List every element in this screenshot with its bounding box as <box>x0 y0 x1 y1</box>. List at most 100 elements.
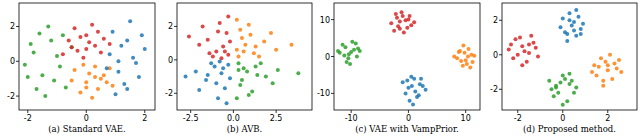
point <box>577 15 581 19</box>
point <box>590 70 594 74</box>
point <box>75 49 79 53</box>
point <box>90 96 94 100</box>
point <box>240 78 244 82</box>
point <box>350 40 354 44</box>
x-tick <box>351 110 352 113</box>
point <box>240 36 244 40</box>
point <box>516 53 520 57</box>
point <box>137 75 141 79</box>
point <box>601 84 605 88</box>
point <box>561 17 565 21</box>
point <box>465 62 469 66</box>
point <box>194 70 198 74</box>
point <box>140 33 144 37</box>
panel: -2.50.02.5-202(b) AVB. <box>165 3 312 134</box>
point <box>228 76 232 80</box>
figure: -202-202(a) Standard VAE.-2.50.02.5-202(… <box>0 0 640 136</box>
frame <box>177 3 312 110</box>
point <box>105 80 109 84</box>
y-tick-label: 10 <box>320 16 330 25</box>
point <box>70 78 74 82</box>
point <box>122 82 126 86</box>
point <box>401 80 405 84</box>
point <box>99 77 103 81</box>
point <box>356 46 360 50</box>
point <box>247 93 251 97</box>
point <box>457 50 461 54</box>
panel: -10010-10010(c) VAE with VampPrior. <box>317 3 480 134</box>
point <box>619 70 623 74</box>
y-tick-label: -2 <box>165 89 173 98</box>
point <box>184 75 188 79</box>
point <box>348 62 352 66</box>
point <box>394 12 398 16</box>
point <box>264 75 268 79</box>
point <box>455 56 459 60</box>
point <box>216 96 220 100</box>
point <box>421 84 425 88</box>
x-tick-label: -2 <box>514 114 522 123</box>
y-tick-label: 0 <box>325 53 330 62</box>
point <box>223 86 227 90</box>
point <box>563 30 567 34</box>
point <box>105 66 109 70</box>
point <box>424 88 428 92</box>
y-tick <box>499 20 502 21</box>
point <box>518 36 522 40</box>
point <box>226 53 230 57</box>
point <box>78 91 82 95</box>
point <box>73 68 77 72</box>
point <box>111 30 115 34</box>
point <box>243 43 247 47</box>
x-tick-label: -10 <box>345 114 358 123</box>
y-tick <box>16 61 19 62</box>
point <box>459 59 463 63</box>
y-tick <box>174 59 177 60</box>
point <box>570 23 574 27</box>
point <box>408 14 412 18</box>
point <box>296 71 300 75</box>
point <box>259 61 263 65</box>
point <box>67 38 71 42</box>
point <box>218 60 222 64</box>
x-tick <box>465 110 466 113</box>
point <box>214 81 218 85</box>
point <box>617 58 621 62</box>
y-tick-label: 2 <box>168 22 173 31</box>
point <box>87 40 91 44</box>
point <box>559 25 563 29</box>
point <box>472 54 476 58</box>
point <box>568 18 572 22</box>
point <box>574 8 578 12</box>
point <box>254 44 258 48</box>
point <box>252 51 256 55</box>
y-tick-label: -2 <box>490 85 498 94</box>
x-tick-label: 0 <box>560 114 565 123</box>
point <box>523 49 527 53</box>
point <box>37 31 41 35</box>
point <box>269 31 273 35</box>
point <box>221 44 225 48</box>
point <box>218 21 222 25</box>
x-tick-label: 0.0 <box>227 114 240 123</box>
point <box>228 39 232 43</box>
point <box>271 81 275 85</box>
frame <box>334 3 480 110</box>
point <box>35 87 39 91</box>
point <box>237 68 241 72</box>
points <box>336 10 476 106</box>
x-tick <box>562 110 563 113</box>
y-tick-label: 0 <box>168 56 173 65</box>
point <box>235 96 239 100</box>
point <box>125 87 129 91</box>
point <box>81 63 85 67</box>
x-tick-label: 2 <box>605 114 610 123</box>
point <box>93 44 97 48</box>
point <box>250 90 254 94</box>
x-tick-label: -2.5 <box>183 114 199 123</box>
point <box>84 80 88 84</box>
y-tick <box>16 26 19 27</box>
point <box>204 78 208 82</box>
caption: (b) AVB. <box>227 124 263 134</box>
point <box>128 19 132 23</box>
